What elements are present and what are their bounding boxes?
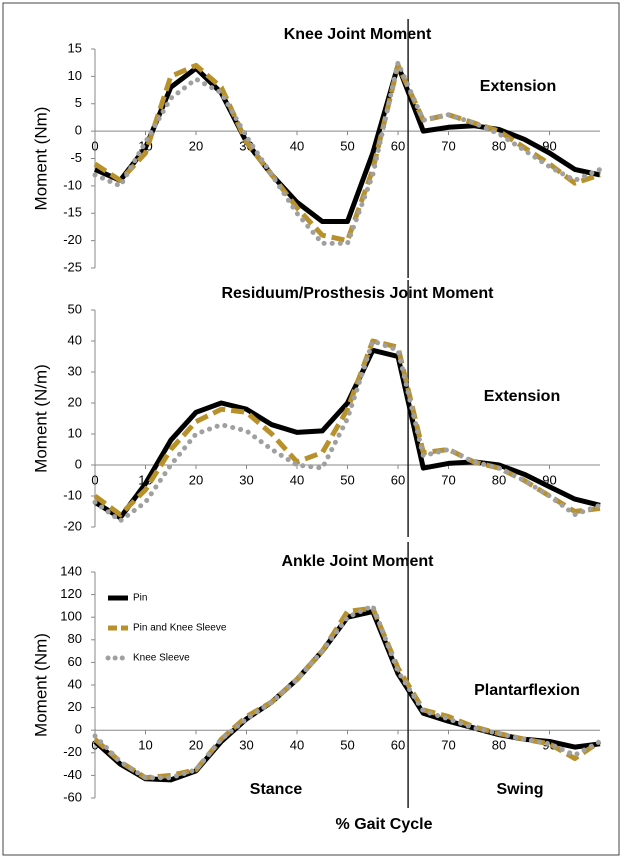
annotation: Extension <box>484 388 560 405</box>
y-tick-label: -20 <box>63 232 82 247</box>
legend-label: Knee Sleeve <box>133 653 190 664</box>
y-tick-label: 80 <box>68 631 82 646</box>
x-tick-label: 50 <box>340 472 354 487</box>
x-tick-label: 60 <box>391 472 405 487</box>
y-tick-label: 0 <box>75 123 82 138</box>
x-tick-label: 80 <box>492 139 506 154</box>
y-tick-label: -25 <box>63 259 82 274</box>
annotation: Extension <box>480 78 556 95</box>
y-tick-label: 20 <box>68 394 82 409</box>
y-tick-label: 120 <box>60 586 82 601</box>
x-tick-label: 60 <box>391 738 405 753</box>
x-tick-label: 60 <box>391 139 405 154</box>
y-tick-label: 40 <box>68 676 82 691</box>
x-tick-label: 70 <box>441 472 455 487</box>
series-line <box>95 341 600 515</box>
series-line <box>95 350 600 517</box>
y-tick-label: 100 <box>60 609 82 624</box>
y-tick-label: 0 <box>75 456 82 471</box>
figure: Knee Joint Moment Moment (Nm) -25 -20 -15 -10… <box>0 0 622 858</box>
x-tick-label: 40 <box>290 472 304 487</box>
x-tick-label: 40 <box>290 738 304 753</box>
y-tick-label: 15 <box>68 40 82 55</box>
chart-title: Residuum/Prosthesis Joint Moment <box>221 285 494 302</box>
y-tick-label: -15 <box>63 205 82 220</box>
y-tick-label: -20 <box>63 744 82 759</box>
x-tick-label: 80 <box>492 738 506 753</box>
x-tick-label: 20 <box>189 472 203 487</box>
annotation: Stance <box>250 781 303 798</box>
series-line <box>95 341 600 521</box>
x-tick-label: 0 <box>91 472 98 487</box>
y-axis-label: Moment (Nm) <box>31 633 50 737</box>
y-tick-label: 30 <box>68 363 82 378</box>
y-tick-label: -10 <box>63 487 82 502</box>
x-tick-label: 10 <box>138 738 152 753</box>
y-axis-label: Moment (N/m) <box>31 364 50 473</box>
x-tick-label: 20 <box>189 738 203 753</box>
y-axis-label: Moment (Nm) <box>31 107 50 211</box>
x-tick-label: 0 <box>91 139 98 154</box>
y-tick-label: -60 <box>63 789 82 804</box>
y-tick-label: 10 <box>68 68 82 83</box>
y-tick-label: 140 <box>60 563 82 578</box>
x-tick-label: 30 <box>239 738 253 753</box>
chart-title: Ankle Joint Moment <box>281 553 434 570</box>
y-tick-label: 40 <box>68 332 82 347</box>
y-tick-label: 60 <box>68 654 82 669</box>
legend-label: Pin and Knee Sleeve <box>133 623 227 634</box>
x-tick-label: 40 <box>290 139 304 154</box>
y-tick-label: -5 <box>70 150 82 165</box>
annotation: Swing <box>496 781 543 798</box>
x-tick-label: 70 <box>441 738 455 753</box>
y-tick-label: 5 <box>75 95 82 110</box>
x-tick-label: 30 <box>239 472 253 487</box>
x-tick-label: 20 <box>189 139 203 154</box>
y-tick-label: 10 <box>68 425 82 440</box>
y-tick-label: -20 <box>63 518 82 533</box>
y-tick-label: 20 <box>68 699 82 714</box>
legend-label: Pin <box>133 593 147 604</box>
y-tick-label: -10 <box>63 177 82 192</box>
y-tick-label: 0 <box>75 722 82 737</box>
x-tick-label: 50 <box>340 139 354 154</box>
y-tick-label: 50 <box>68 301 82 316</box>
annotation: Plantarflexion <box>474 682 580 699</box>
x-tick-label: 50 <box>340 738 354 753</box>
y-tick-label: -40 <box>63 767 82 782</box>
x-tick-label: 70 <box>441 139 455 154</box>
x-axis-label: % Gait Cycle <box>336 816 433 833</box>
chart-title: Knee Joint Moment <box>284 26 432 43</box>
x-tick-label: 80 <box>492 472 506 487</box>
